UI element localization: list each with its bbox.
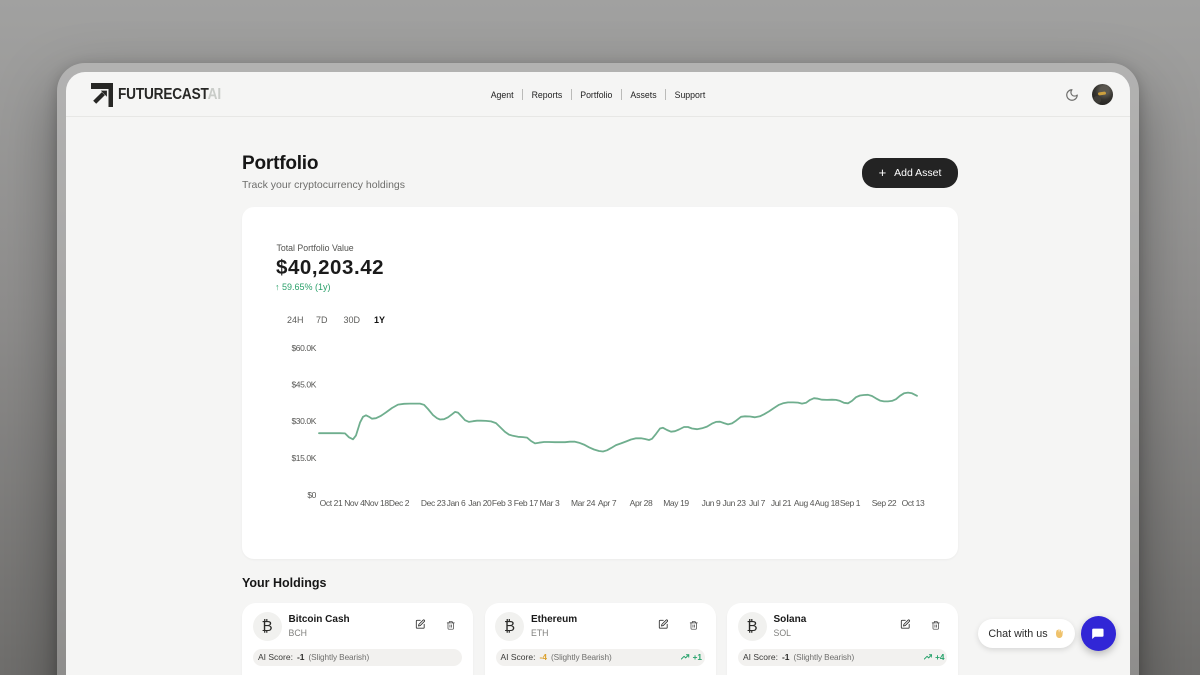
svg-text:Mar 3: Mar 3 xyxy=(540,498,560,508)
svg-text:Sep 1: Sep 1 xyxy=(840,498,861,508)
svg-text:$0: $0 xyxy=(307,490,316,500)
svg-text:Jan 6: Jan 6 xyxy=(447,498,466,508)
svg-text:Sep 22: Sep 22 xyxy=(872,498,897,508)
svg-text:Jul 21: Jul 21 xyxy=(771,498,792,508)
svg-text:Dec 2: Dec 2 xyxy=(389,498,410,508)
svg-text:$30.0K: $30.0K xyxy=(291,416,316,426)
svg-text:Jul 7: Jul 7 xyxy=(749,498,766,508)
svg-text:Jun 9: Jun 9 xyxy=(702,498,721,508)
svg-text:Jan 20: Jan 20 xyxy=(468,498,492,508)
svg-text:$45.0K: $45.0K xyxy=(291,380,316,390)
svg-text:Feb 17: Feb 17 xyxy=(514,498,539,508)
svg-text:Nov 18: Nov 18 xyxy=(364,498,389,508)
svg-text:Aug 18: Aug 18 xyxy=(815,498,840,508)
svg-text:Oct 13: Oct 13 xyxy=(902,498,925,508)
svg-text:Dec 23: Dec 23 xyxy=(421,498,446,508)
svg-text:Feb 3: Feb 3 xyxy=(492,498,512,508)
svg-text:$60.0K: $60.0K xyxy=(291,343,316,353)
svg-text:Jun 23: Jun 23 xyxy=(722,498,746,508)
svg-text:May 19: May 19 xyxy=(663,498,689,508)
svg-text:Oct 21: Oct 21 xyxy=(320,498,343,508)
svg-text:$15.0K: $15.0K xyxy=(291,453,316,463)
svg-text:Apr 28: Apr 28 xyxy=(630,498,653,508)
svg-text:Mar 24: Mar 24 xyxy=(571,498,596,508)
svg-text:Aug 4: Aug 4 xyxy=(794,498,815,508)
svg-text:Apr 7: Apr 7 xyxy=(598,498,617,508)
svg-text:Nov 4: Nov 4 xyxy=(344,498,365,508)
